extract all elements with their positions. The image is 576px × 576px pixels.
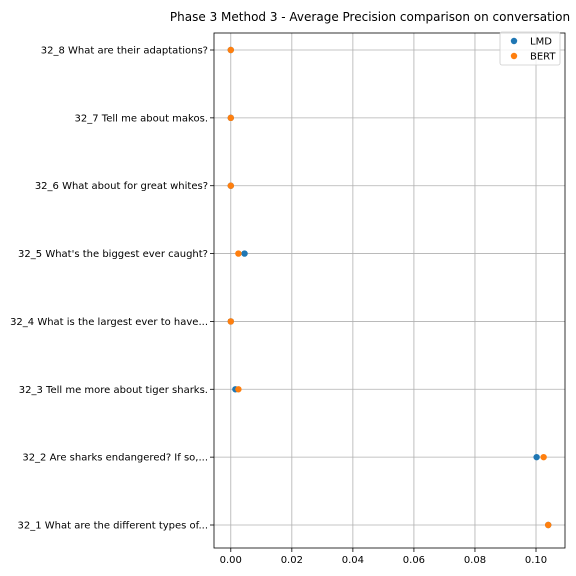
y-tick-label: 32_2 Are sharks endangered? If so,... [22, 453, 208, 464]
point-bert [235, 250, 242, 257]
x-axis: 0.00 0.02 0.04 0.06 0.08 0.10 [220, 548, 547, 566]
point-bert [545, 521, 552, 529]
legend-label-lmd: LMD [530, 37, 552, 48]
x-tick-label: 0.10 [525, 555, 547, 566]
x-tick-label: 0.08 [464, 555, 486, 566]
x-tick-label: 0.02 [281, 555, 303, 566]
point-bert [227, 182, 234, 189]
x-tick-label: 0.00 [220, 555, 242, 566]
y-tick-label: 32_1 What are the different types of... [18, 521, 208, 532]
y-tick-label: 32_7 Tell me about makos. [75, 113, 208, 124]
y-tick-label: 32_3 Tell me more about tiger sharks. [19, 385, 208, 396]
point-bert [227, 46, 234, 54]
legend-label-bert: BERT [530, 52, 556, 63]
data-points [227, 46, 552, 529]
point-bert [235, 386, 242, 393]
plot-area-frame [213, 32, 566, 549]
y-tick-label: 32_4 What is the largest ever to have... [10, 317, 208, 328]
point-bert [227, 318, 234, 325]
legend: LMD BERT [499, 31, 561, 66]
point-lmd [241, 250, 248, 257]
legend-marker-lmd [510, 37, 518, 45]
y-tick-label: 32_6 What about for great whites? [35, 181, 208, 192]
point-bert [540, 453, 547, 461]
y-tick-label: 32_5 What's the biggest ever caught? [18, 249, 208, 260]
point-lmd [533, 453, 540, 461]
legend-marker-bert [510, 52, 518, 60]
x-tick-label: 0.04 [342, 555, 364, 566]
chart-title: Phase 3 Method 3 - Average Precision com… [170, 10, 570, 24]
point-bert [227, 114, 234, 122]
y-axis: 32_1 What are the different types of... 3… [10, 46, 214, 532]
x-tick-label: 0.06 [403, 555, 425, 566]
grid [214, 33, 565, 548]
y-tick-label: 32_8 What are their adaptations? [41, 46, 208, 57]
